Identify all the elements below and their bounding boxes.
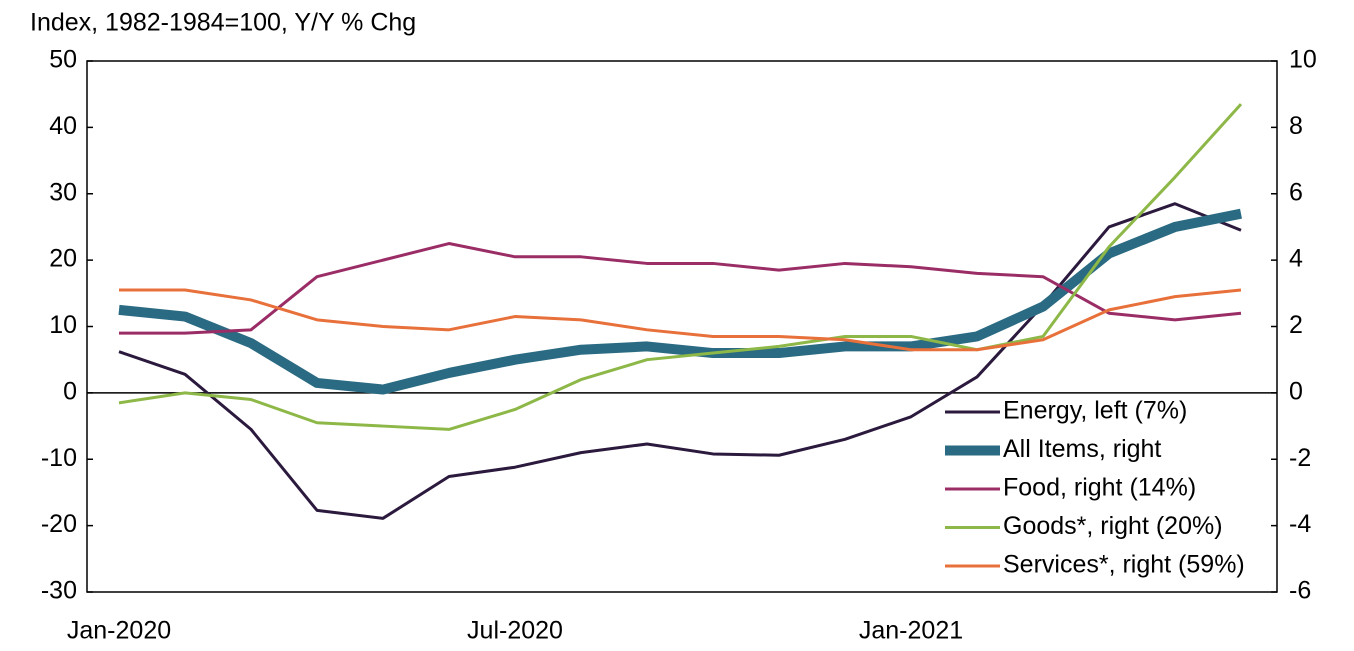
y2-tick-label: 8 [1289,112,1303,140]
legend-label: Goods*, right (20%) [1003,512,1223,540]
y2-tick-label: -4 [1289,510,1311,538]
x-tick-label: Jul-2020 [467,617,563,645]
y2-tick-label: 10 [1289,46,1317,74]
y-tick-label: 40 [49,112,77,140]
series-line [118,103,1243,431]
axis-label: Index, 1982-1984=100, Y/Y % Chg [30,9,416,37]
series-line [119,288,1242,352]
y-tick-label: 0 [63,377,77,405]
y-tick-label: -20 [41,510,77,538]
y-tick-label: 50 [49,46,77,74]
y-tick-label: 20 [49,245,77,273]
x-tick-label: Jan-2020 [67,617,171,645]
legend-label: Food, right (14%) [1003,474,1196,502]
series-line [118,208,1242,395]
legend-label: Services*, right (59%) [1003,551,1245,579]
y2-tick-label: 4 [1289,245,1303,273]
y2-tick-label: 2 [1289,311,1303,339]
y-tick-label: 10 [49,311,77,339]
y2-tick-label: -6 [1289,577,1311,605]
y-tick-label: -30 [41,577,77,605]
legend-label: All Items, right [1003,435,1161,463]
x-tick-label: Jan-2021 [859,617,963,645]
y2-tick-label: 0 [1289,377,1303,405]
y2-tick-label: 6 [1289,178,1303,206]
y-tick-label: -10 [41,444,77,472]
y2-tick-label: -2 [1289,444,1311,472]
legend-label: Energy, left (7%) [1003,397,1187,425]
series-line [119,242,1242,335]
y-tick-label: 30 [49,178,77,206]
